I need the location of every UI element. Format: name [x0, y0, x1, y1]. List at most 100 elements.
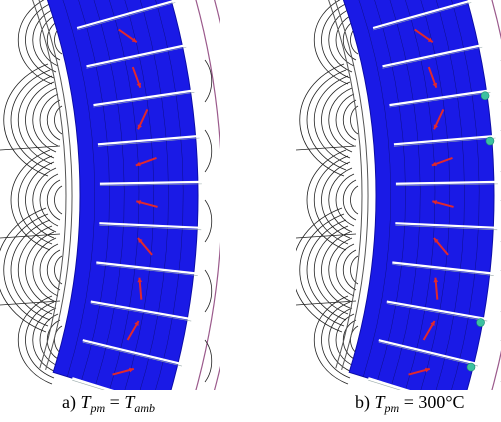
stator-flux-line-2-2 [39, 173, 59, 227]
stator-flux-line-4-3 [328, 307, 353, 373]
magnet-ring [342, 0, 495, 408]
magnetization-arrow-head-6 [432, 200, 438, 205]
magnet-slot-8 [96, 261, 198, 275]
magnetization-arrow-head-8 [433, 277, 439, 283]
magnet-flux-line-3 [389, 0, 421, 386]
stator-flux-line-4-5 [314, 295, 349, 385]
outer-flux-line-0 [204, 59, 213, 103]
stator-flux-line-1-4 [321, 81, 351, 159]
stator-flux-line-2-2 [335, 173, 355, 227]
stator-flux-line-2-0 [54, 185, 63, 215]
stator-flux-line-2-6 [306, 149, 347, 251]
magnetization-arrow-head-6 [136, 200, 142, 205]
stator-flux-line-1-1 [342, 99, 357, 141]
magnet-slot-edge-5 [97, 137, 200, 147]
stator-flux-line-0-2 [39, 13, 59, 67]
caption-b: b) Tpm = 300°C [355, 392, 465, 416]
magnetization-arrow-head-8 [137, 277, 143, 283]
magnetization-arrow-head-10 [128, 367, 134, 373]
stator-flux-straight-1 [0, 233, 61, 239]
stator-flux-lines [0, 0, 63, 385]
magnetization-arrow-head-2 [131, 37, 137, 43]
stator-flux-line-2-0 [350, 185, 359, 215]
magnet-slot-7 [99, 222, 202, 229]
caption-b-rhs-text: 300°C [418, 392, 465, 412]
magnet-slot-edge-7 [395, 224, 498, 231]
magnet-slots [367, 0, 498, 411]
magnetization-arrow-head-10 [424, 367, 430, 373]
stator-flux-line-4-4 [25, 301, 55, 379]
caption-a-lhs-var: T [80, 392, 91, 412]
stator-flux-line-3-1 [46, 249, 61, 291]
stator-flux-line-3-2 [335, 243, 355, 297]
magnet-slot-edge-6 [99, 183, 202, 187]
stator-flux-line-1-3 [32, 87, 57, 153]
stator-flux-line-3-2 [39, 243, 59, 297]
stator-flux-line-1-5 [314, 75, 349, 165]
magnet-ring [46, 0, 199, 408]
stator-flux-line-3-8 [292, 207, 343, 333]
magnet-slot-8 [392, 261, 494, 275]
magnet-slot-4 [93, 89, 195, 107]
magnet-slot-9 [386, 300, 488, 321]
flux-plot-ambient [0, 0, 241, 420]
magnet-slot-edge-7 [99, 224, 202, 231]
magnet-slot-edge-2 [373, 2, 472, 31]
stator-flux-straight-0 [0, 145, 61, 151]
magnet-slot-9 [90, 300, 192, 321]
caption-b-eq: = [403, 392, 414, 412]
caption-a-eq: = [109, 392, 120, 412]
stator-flux-line-2-3 [32, 167, 57, 233]
magnet-flux-line-5 [123, 0, 154, 395]
stator-flux-line-0-5 [18, 0, 53, 85]
magnetization-arrow-head-3 [432, 82, 438, 88]
caption-b-lhs-sub: pm [384, 401, 400, 415]
stator-flux-line-4-1 [342, 319, 357, 361]
stator-flux-line-3-1 [342, 249, 357, 291]
magnet-slot-10 [378, 339, 479, 366]
outer-flux-line-1 [204, 129, 213, 173]
magnet-slot-edge-2 [77, 2, 176, 31]
outer-flux-line-4 [204, 339, 213, 383]
magnet-slot-5 [393, 134, 496, 146]
magnet-flux-line-5 [419, 0, 450, 395]
stator-flux-line-3-5 [18, 225, 53, 315]
magnet-slot-edge-8 [392, 264, 494, 276]
magnet-slot-3 [86, 44, 187, 68]
stator-flux-line-0-3 [328, 7, 353, 73]
magnet-slot-edge-9 [386, 303, 488, 322]
magnetization-arrow-head-7 [433, 238, 439, 243]
stator-flux-straight-2 [295, 300, 357, 306]
magnet-flux-line-3 [93, 0, 125, 386]
magnetization-arrow-head-7 [137, 238, 143, 243]
stator-flux-line-1-2 [39, 93, 59, 147]
stator-flux-line-0-5 [314, 0, 349, 85]
magnet-slot-edge-10 [82, 341, 182, 367]
magnet-slot-3 [382, 44, 483, 68]
stator-flux-line-4-2 [335, 313, 355, 367]
hotspot-4 [476, 318, 485, 327]
magnet-flux-line-1 [358, 0, 392, 377]
magnet-slot-4 [389, 89, 491, 107]
stator-flux-line-3-5 [314, 225, 349, 315]
flux-plot-hot [292, 0, 501, 415]
magnet-slots [71, 0, 202, 411]
magnet-flux-line-6 [137, 0, 169, 399]
stator-flux-straight-0 [295, 145, 357, 151]
caption-a-rhs-var: T [124, 392, 135, 412]
stator-flux-line-2-3 [328, 167, 353, 233]
caption-a-rhs-sub: amb [134, 401, 156, 415]
stator-flux-line-1-7 [3, 63, 49, 177]
magnet-slot-edge-9 [90, 303, 192, 322]
magnet-slot-edge-5 [393, 137, 496, 147]
magnet-slot-edge-4 [389, 92, 491, 108]
stator-flux-line-3-7 [299, 213, 345, 327]
flux-plot-hot-svg [292, 0, 501, 415]
magnet-slot-edge-6 [395, 183, 498, 187]
stator-flux-line-3-6 [10, 219, 51, 321]
stator-flux-line-2-1 [342, 179, 357, 221]
stator-flux-line-1-7 [299, 63, 345, 177]
magnet-slot-edge-3 [86, 46, 187, 69]
magnetization-arrow-head-5 [431, 161, 437, 167]
magnet-flux-line-4 [405, 0, 436, 390]
